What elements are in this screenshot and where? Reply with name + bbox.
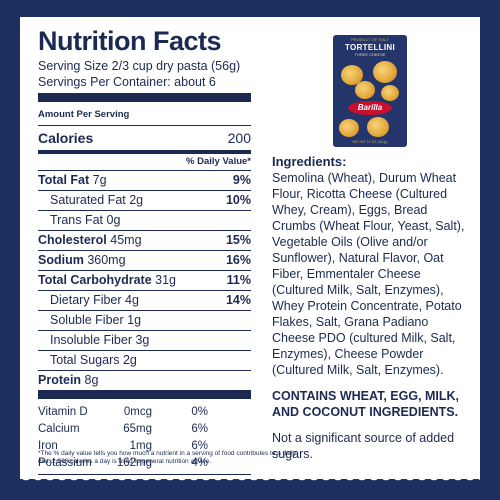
nutrient-amount: 1g	[127, 313, 142, 327]
nutrition-facts: Nutrition Facts Serving Size 2/3 cup dry…	[38, 26, 251, 475]
ingredients-text: Semolina (Wheat), Durum Wheat Flour, Ric…	[272, 171, 465, 377]
vitamin-row: Potassium 162mg 4%	[38, 455, 251, 472]
serving-size: Serving Size 2/3 cup dry pasta (56g)	[38, 59, 241, 73]
allergen-statement: CONTAINS WHEAT, EGG, MILK, AND COCONUT I…	[272, 389, 460, 419]
vitamin-percent: 6%	[191, 423, 208, 435]
vitamins-list: Vitamin D 0mcg 0% Calcium 65mg 6% Iron 1…	[38, 399, 251, 474]
nutrient-label: Dietary Fiber	[50, 293, 122, 307]
nutrient-amount: 8g	[84, 373, 99, 387]
nutrient-row-insoluble-fiber: Insoluble Fiber 3g	[38, 330, 251, 350]
vitamin-name: Iron	[38, 440, 58, 452]
nutrient-label: Cholesterol	[38, 233, 107, 247]
nutrient-percent: 16%	[225, 253, 251, 267]
vitamin-row: Iron 1mg 6%	[38, 438, 251, 455]
vitamin-row: Vitamin D 0mcg 0%	[38, 404, 251, 421]
nutrient-row-soluble-fiber: Soluble Fiber 1g	[38, 310, 251, 330]
scalloped-edge	[20, 474, 480, 486]
nutrient-amount: 2g	[122, 353, 137, 367]
nutrient-row-sodium: Sodium 360mg 16%	[38, 250, 251, 270]
daily-value-label: % Daily Value*	[186, 156, 251, 167]
vitamin-amount: 0mcg	[123, 406, 152, 418]
tortellini-piece	[355, 81, 375, 99]
nutrient-percent: 11%	[226, 273, 251, 287]
ingredients-section: Ingredients: Semolina (Wheat), Durum Whe…	[272, 154, 470, 462]
package-subtitle: THREE CHEESE	[354, 52, 386, 57]
nutrient-amount: 3g	[135, 333, 150, 347]
daily-value-footnote: *The % daily value tells you how much a …	[38, 450, 296, 465]
nutrient-amount: 31g	[155, 273, 177, 287]
amount-per-serving: Amount Per Serving	[38, 109, 130, 120]
vitamin-name: Vitamin D	[38, 406, 88, 418]
package-brand-line: PRODUCT OF ITALY	[350, 37, 389, 42]
servings-per-container: Servings Per Container: about 6	[38, 75, 216, 89]
nutrient-row-dietary-fiber: Dietary Fiber 4g 14%	[38, 290, 251, 310]
vitamin-name: Calcium	[38, 423, 80, 435]
vitamin-percent: 0%	[191, 406, 208, 418]
nutrient-percent: 10%	[225, 193, 251, 207]
divider-thick	[38, 93, 251, 102]
barilla-logo: Barilla	[348, 101, 392, 115]
nutrient-row-total-fat: Total Fat 7g 9%	[38, 170, 251, 190]
nutrient-percent: 15%	[225, 233, 251, 247]
divider-medium	[38, 150, 251, 154]
vitamin-amount: 65mg	[123, 423, 152, 435]
tortellini-piece	[373, 61, 397, 83]
vitamin-amount: 1mg	[129, 440, 152, 452]
nutrient-label: Trans Fat	[50, 213, 104, 227]
calories-value: 200	[227, 130, 251, 146]
divider-thick	[38, 390, 251, 399]
package-product-name: TORTELLINI	[345, 43, 395, 52]
nutrient-row-total-sugars: Total Sugars 2g	[38, 350, 251, 370]
vitamin-row: Calcium 65mg 6%	[38, 421, 251, 438]
vitamin-amount: 162mg	[116, 457, 152, 469]
nutrient-row-protein: Protein 8g	[38, 370, 251, 390]
divider-thin	[38, 474, 251, 475]
vitamin-percent: 6%	[191, 440, 208, 452]
nutrient-label: Protein	[38, 373, 82, 387]
nutrient-amount: 360mg	[87, 253, 126, 267]
vitamin-percent: 4%	[191, 457, 208, 469]
added-sugar-note: Not a significant source of added sugars…	[272, 431, 455, 461]
product-package-image: PRODUCT OF ITALY TORTELLINI THREE CHEESE…	[333, 35, 407, 147]
nutrient-label: Sodium	[38, 253, 84, 267]
nutrient-label: Saturated Fat	[50, 193, 126, 207]
nutrient-amount: 7g	[92, 173, 107, 187]
nutrient-percent: 9%	[232, 173, 251, 187]
nutrient-amount: 4g	[125, 293, 139, 307]
nutrition-title: Nutrition Facts	[38, 26, 222, 56]
calories-label: Calories	[38, 130, 94, 146]
nutrient-label: Total Carbohydrate	[38, 273, 152, 287]
nutrient-percent: 14%	[225, 293, 251, 307]
nutrient-label: Total Fat	[38, 173, 90, 187]
nutrient-label: Soluble Fiber	[50, 313, 124, 327]
daily-value-header: % Daily Value*	[38, 154, 251, 170]
nutrient-row-saturated-fat: Saturated Fat 2g 10%	[38, 190, 251, 210]
nutrient-row-total-carbohydrate: Total Carbohydrate 31g 11%	[38, 270, 251, 290]
tortellini-piece	[381, 85, 399, 101]
ingredients-heading: Ingredients:	[272, 154, 347, 169]
tortellini-piece	[339, 119, 359, 137]
nutrient-label: Insoluble Fiber	[50, 333, 132, 347]
nutrient-amount: 2g	[129, 193, 144, 207]
nutrient-amount: 45mg	[110, 233, 142, 247]
tortellini-piece	[367, 117, 389, 137]
package-net-weight: NET WT 12 OZ (340g)	[352, 140, 388, 144]
package-header: PRODUCT OF ITALY TORTELLINI THREE CHEESE	[333, 35, 407, 57]
nutrient-amount: 0g	[106, 213, 121, 227]
tortellini-piece	[341, 65, 363, 85]
vitamin-name: Potassium	[38, 457, 92, 469]
calories-row: Calories 200	[38, 125, 251, 150]
nutrient-row-cholesterol: Cholesterol 45mg 15%	[38, 230, 251, 250]
nutrient-label: Total Sugars	[50, 353, 120, 367]
nutrient-row-trans-fat: Trans Fat 0g	[38, 210, 251, 230]
